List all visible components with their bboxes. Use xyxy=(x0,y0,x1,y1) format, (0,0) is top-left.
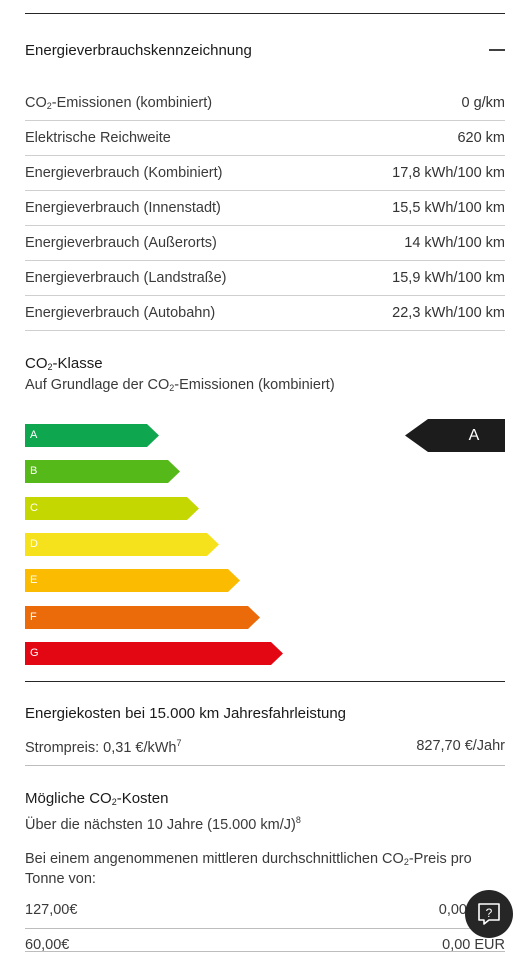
minus-icon[interactable] xyxy=(489,49,505,51)
energy-spec-table: CO2-Emissionen (kombiniert) 0 g/km Elekt… xyxy=(25,86,505,331)
current-class-marker: A xyxy=(405,419,505,452)
help-chat-button[interactable]: ? xyxy=(465,890,513,938)
co2-class-bar-d: D xyxy=(25,533,219,556)
spec-value: 15,9 kWh/100 km xyxy=(392,270,505,286)
co2-class-title: CO2-Klasse xyxy=(25,355,103,372)
spec-value: 22,3 kWh/100 km xyxy=(392,305,505,321)
row-divider xyxy=(25,951,505,952)
co2-class-bar-f: F xyxy=(25,606,260,629)
energy-costs-title: Energiekosten bei 15.000 km Jahresfahrle… xyxy=(25,705,347,722)
possible-co2-costs-subtitle: Über die nächsten 10 Jahre (15.000 km/J)… xyxy=(25,815,301,833)
co2-class-bar-e: E xyxy=(25,569,240,592)
top-divider xyxy=(25,13,505,14)
spec-label: Energieverbrauch (Innenstadt) xyxy=(25,200,221,216)
spec-label: Energieverbrauch (Autobahn) xyxy=(25,305,216,321)
spec-row-consumption-country-road: Energieverbrauch (Landstraße) 15,9 kWh/1… xyxy=(25,261,505,296)
spec-value: 0 g/km xyxy=(461,95,505,111)
spec-value: 620 km xyxy=(457,130,505,146)
spec-label: Elektrische Reichweite xyxy=(25,130,171,146)
energy-costs-value: 827,70 €/Jahr xyxy=(416,738,505,754)
spec-row-consumption-combined: Energieverbrauch (Kombiniert) 17,8 kWh/1… xyxy=(25,156,505,191)
spec-label: Energieverbrauch (Außerorts) xyxy=(25,235,217,251)
spec-label: CO2-Emissionen (kombiniert) xyxy=(25,95,213,111)
spec-value: 15,5 kWh/100 km xyxy=(392,200,505,216)
co2-price-row: 60,00€ 0,00 EUR xyxy=(25,937,505,953)
row-divider xyxy=(25,765,505,766)
row-divider xyxy=(25,928,505,929)
electricity-price-label: Strompreis: 0,31 €/kWh7 xyxy=(25,738,182,756)
co2-price-row: 127,00€ 0,00 xyxy=(25,902,505,918)
co2-price-per-ton: 60,00€ xyxy=(25,937,70,953)
spec-row-consumption-extra-urban: Energieverbrauch (Außerorts) 14 kWh/100 … xyxy=(25,226,505,261)
energy-label-section-toggle[interactable]: Energieverbrauchskennzeichnung xyxy=(25,38,505,62)
co2-cost-value: 0,00 xyxy=(438,902,467,918)
section-divider xyxy=(25,681,505,682)
spec-row-range: Elektrische Reichweite 620 km xyxy=(25,121,505,156)
co2-class-bar-a: A xyxy=(25,424,159,447)
spec-value: 14 kWh/100 km xyxy=(404,235,505,251)
spec-value: 17,8 kWh/100 km xyxy=(392,165,505,181)
svg-text:?: ? xyxy=(486,906,493,920)
possible-co2-costs-description: Bei einem angenommenen mittleren durchsc… xyxy=(25,851,472,887)
spec-label: Energieverbrauch (Kombiniert) xyxy=(25,165,223,181)
co2-price-per-ton: 127,00€ xyxy=(25,902,78,918)
spec-row-co2-emissions: CO2-Emissionen (kombiniert) 0 g/km xyxy=(25,86,505,121)
spec-label: Energieverbrauch (Landstraße) xyxy=(25,270,227,286)
spec-row-consumption-highway: Energieverbrauch (Autobahn) 22,3 kWh/100… xyxy=(25,296,505,331)
help-chat-icon: ? xyxy=(478,903,500,925)
spec-row-consumption-city: Energieverbrauch (Innenstadt) 15,5 kWh/1… xyxy=(25,191,505,226)
co2-class-bar-b: B xyxy=(25,460,180,483)
co2-cost-value: 0,00 EUR xyxy=(442,937,505,953)
energy-costs-row: Strompreis: 0,31 €/kWh7 827,70 €/Jahr xyxy=(25,738,505,756)
section-title: Energieverbrauchskennzeichnung xyxy=(25,41,252,59)
co2-class-bar-c: C xyxy=(25,497,199,520)
possible-co2-costs-title: Mögliche CO2-Kosten xyxy=(25,790,169,807)
co2-class-bar-g: G xyxy=(25,642,283,665)
co2-class-subtitle: Auf Grundlage der CO2-Emissionen (kombin… xyxy=(25,377,335,393)
